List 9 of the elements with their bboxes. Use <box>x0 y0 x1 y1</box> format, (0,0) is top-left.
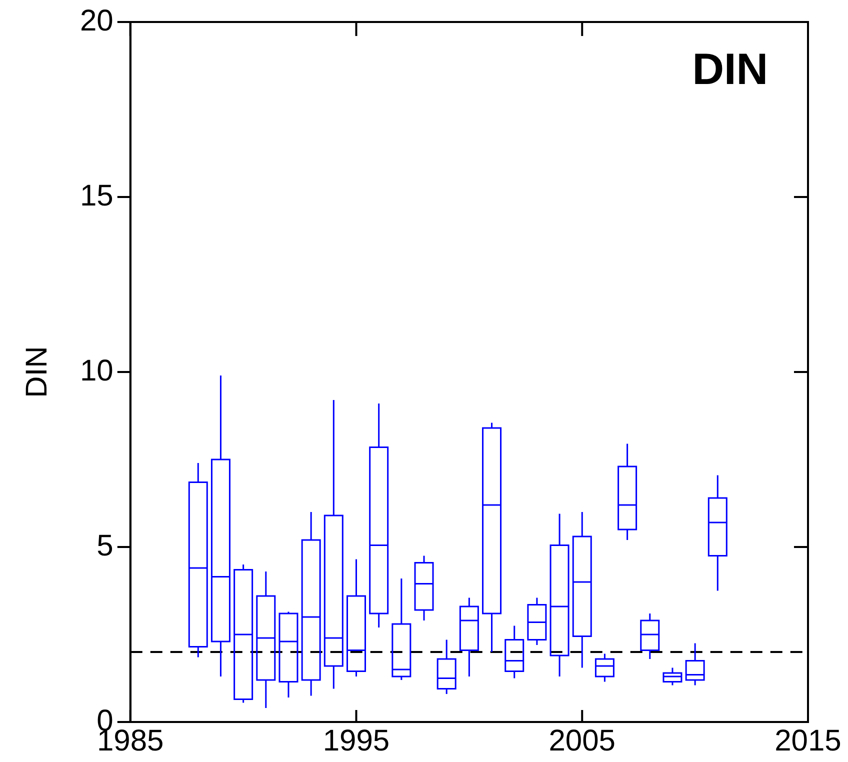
y-tick-label: 5 <box>96 529 114 562</box>
x-tick-label: 2015 <box>774 724 842 758</box>
x-tick-label: 1995 <box>322 724 390 758</box>
y-axis-title: DIN <box>20 346 54 398</box>
annotation: DIN <box>692 45 768 94</box>
y-tick-label: 15 <box>80 179 114 212</box>
y-tick-label: 10 <box>80 354 114 388</box>
x-tick-label: 2005 <box>548 724 616 758</box>
y-tick-label: 20 <box>80 4 114 38</box>
